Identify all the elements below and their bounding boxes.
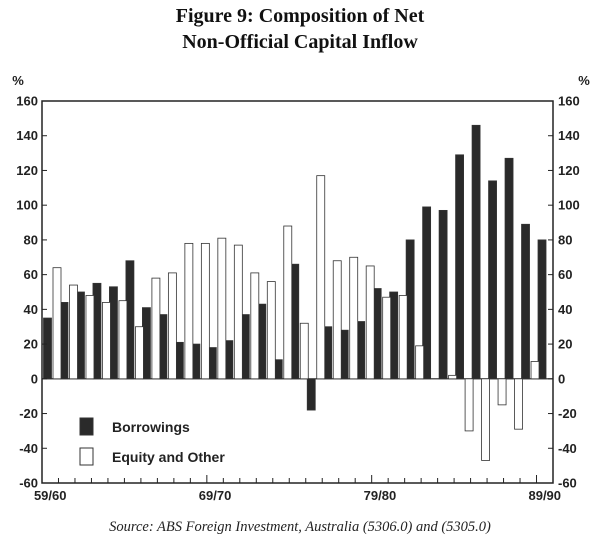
equity-bar-85/86 (481, 378, 490, 461)
equity-bar-78/79 (365, 265, 375, 380)
equity-bar-69/70 (217, 237, 227, 380)
borrowings-bar-88/89 (521, 223, 530, 380)
x-tick-label: 59/60 (34, 488, 67, 503)
equity-bar-60/61 (69, 284, 78, 380)
chart-title-line-2: Non-Official Capital Inflow (182, 31, 418, 53)
equity-bar-64/65 (135, 326, 144, 380)
equity-bar-76/77 (332, 260, 342, 380)
y-axis-unit-right: % (578, 73, 590, 88)
equity-bar-80/81 (398, 295, 408, 380)
legend-swatch-equity (79, 447, 94, 466)
y-tick-label-right: -40 (558, 441, 577, 456)
equity-bar-59/60 (52, 267, 62, 380)
y-tick-label-right: 120 (558, 163, 580, 178)
y-tick-label-right: 80 (558, 232, 572, 247)
equity-bar-88/89 (530, 361, 540, 380)
equity-bar-70/71 (233, 244, 243, 380)
axes-group: -60 -60 -40 -40 -20 -20 0 0 20 20 40 40 60 60 80 80 100 1… (12, 73, 590, 503)
y-tick-label-left: 80 (24, 232, 38, 247)
equity-bar-73/74 (283, 225, 293, 380)
y-tick-label-right: 100 (558, 198, 580, 213)
y-tick-label-left: 40 (24, 302, 38, 317)
y-tick-label-left: 100 (16, 198, 38, 213)
equity-bar-77/78 (349, 256, 359, 380)
equity-bar-66/67 (167, 272, 177, 380)
equity-bar-79/80 (382, 296, 392, 380)
y-tick-label-right: -60 (558, 476, 577, 491)
equity-bar-61/62 (85, 295, 95, 380)
borrowings-bar-83/84 (438, 209, 448, 380)
equity-bar-81/82 (415, 345, 425, 380)
equity-bar-62/63 (102, 302, 111, 380)
y-tick-label-right: 40 (558, 302, 572, 317)
equity-bar-86/87 (497, 378, 507, 406)
legend-swatch-borrowings (79, 417, 94, 436)
chart-title-line-1: Figure 9: Composition of Net (175, 5, 425, 27)
y-tick-label-left: 160 (16, 94, 38, 109)
x-tick-label: 89/90 (528, 488, 561, 503)
borrowings-bar-82/83 (422, 206, 432, 380)
y-tick-label-right: 60 (558, 267, 572, 282)
bars-group (43, 124, 547, 461)
legend-label-borrowings: Borrowings (112, 419, 190, 435)
borrowings-bar-85/86 (471, 124, 481, 380)
y-tick-label-right: 20 (558, 337, 572, 352)
y-tick-label-left: -40 (19, 441, 38, 456)
y-tick-label-left: 20 (24, 337, 38, 352)
y-tick-label-left: 120 (16, 163, 38, 178)
equity-bar-87/88 (514, 378, 523, 430)
y-tick-label-left: 140 (16, 128, 38, 143)
y-tick-label-right: 0 (558, 371, 565, 386)
y-tick-label-left: 60 (24, 267, 38, 282)
equity-bar-72/73 (266, 281, 276, 380)
x-tick-label: 69/70 (199, 488, 232, 503)
y-tick-label-left: -20 (19, 406, 38, 421)
borrowings-bar-86/87 (488, 180, 497, 380)
x-tick-label: 79/80 (364, 488, 397, 503)
borrowings-bar-59/60 (43, 317, 52, 380)
equity-bar-83/84 (448, 374, 458, 380)
borrowings-bar-89/90 (537, 239, 547, 380)
equity-bar-67/68 (184, 242, 194, 380)
y-axis-unit-left: % (12, 73, 24, 88)
equity-bar-74/75 (299, 322, 309, 380)
equity-bar-65/66 (151, 277, 161, 380)
borrowings-bar-84/85 (455, 154, 464, 380)
equity-bar-84/85 (464, 378, 474, 432)
equity-bar-71/72 (250, 272, 260, 380)
y-tick-label-right: 140 (558, 128, 580, 143)
equity-bar-68/69 (200, 242, 210, 380)
legend-label-equity: Equity and Other (112, 449, 225, 465)
plot-frame (41, 100, 554, 484)
borrowings-bar-75/76 (306, 378, 316, 411)
y-tick-label-left: -60 (19, 476, 38, 491)
y-tick-label-right: -20 (558, 406, 577, 421)
y-tick-label-left: 0 (31, 371, 38, 386)
equity-bar-75/76 (316, 175, 326, 380)
equity-bar-63/64 (118, 300, 128, 380)
source-note: Source: ABS Foreign Investment, Australi… (109, 519, 491, 535)
y-tick-label-right: 160 (558, 94, 580, 109)
borrowings-bar-87/88 (504, 157, 514, 380)
legend-group: Borrowings Equity and Other (79, 417, 225, 466)
